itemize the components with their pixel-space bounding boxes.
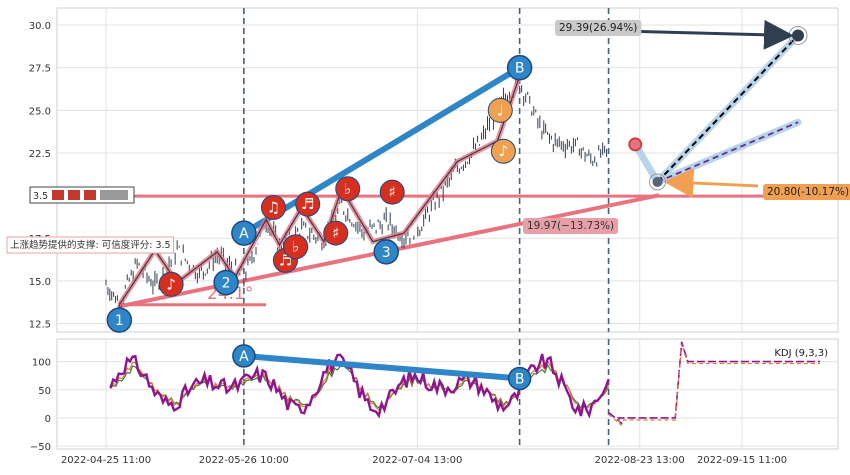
- projection-target-dash: [656, 34, 799, 183]
- price-panel: 12.515.017.522.525.027.530.0: [29, 7, 839, 333]
- kdj-ytick-label: 50: [38, 386, 51, 397]
- music-marker: ♯: [379, 179, 405, 205]
- wave-label-A: A: [231, 220, 257, 246]
- x-date-label: 2022-09-15 11:00: [697, 455, 787, 466]
- wave-label-3: 3: [373, 239, 399, 265]
- wave-circle-text: B: [515, 61, 525, 77]
- wave-circle-text: A: [239, 226, 249, 242]
- wave-circle: [213, 269, 239, 296]
- target-arrow: [639, 19, 794, 50]
- price-ytick-label: 25.0: [29, 106, 51, 117]
- wave-circle: [506, 54, 533, 81]
- lower-target-label: 20.80(-10.17%): [763, 184, 850, 200]
- music-marker-circle: [260, 195, 286, 221]
- support-value-label-text: 19.97(−13.73%): [527, 220, 614, 232]
- left-level-swatch: [52, 190, 64, 200]
- kdj-ytick-label: 0: [45, 414, 51, 425]
- projection-mid-point: [652, 176, 663, 187]
- wave-label-2: 2: [213, 269, 239, 296]
- music-marker: ♭: [283, 234, 309, 260]
- wave-circle: [507, 366, 532, 391]
- left-support-box: [6, 236, 175, 254]
- kdj-trendline: [240, 352, 523, 382]
- upper-target-label: 29.39(26.94%): [555, 20, 642, 36]
- music-marker-symbol: ♫: [267, 199, 280, 217]
- wave-label-A: A: [232, 344, 256, 368]
- music-marker: ♬: [295, 191, 321, 217]
- support-value-label-box: [523, 218, 619, 234]
- support-value-label: 19.97(−13.73%): [523, 218, 619, 234]
- wave-circle: [106, 307, 133, 333]
- upper-target-label-text: 29.39(26.94%): [559, 22, 637, 34]
- annotation-overlay: 29.39(26.94%) 20.80(-10.17%) 19.97(−13.73%…: [6, 19, 850, 333]
- kdj-ytick-label: 100: [32, 358, 51, 369]
- x-date-label: 2022-08-23 13:00: [595, 455, 685, 466]
- wave-label-B: B: [507, 366, 532, 391]
- upper-target-label-box: [555, 20, 642, 36]
- lower-target-arrow: [663, 168, 759, 199]
- kdj-forecast-k: [608, 343, 820, 427]
- left-level-text: 3.5: [33, 191, 48, 202]
- music-marker: ♩: [487, 97, 513, 123]
- music-marker-circle: [335, 176, 361, 202]
- projection-leg-down: [631, 140, 661, 186]
- music-marker-circle: [379, 179, 405, 205]
- projection-target-point: [792, 29, 804, 42]
- wave-circle: [232, 344, 256, 368]
- wave-circle: [373, 239, 399, 265]
- music-marker: ♯: [323, 220, 349, 246]
- kdj-ytick-label: −50: [30, 442, 51, 453]
- kdj-title: KDJ (9,3,3): [774, 348, 828, 359]
- kdj-plot-area: [56, 338, 839, 450]
- music-marker: ♪: [490, 138, 516, 164]
- music-marker-circle: [323, 220, 349, 246]
- music-marker: ♪: [158, 271, 184, 297]
- projection-start-point: [628, 137, 643, 152]
- price-ytick-label: 12.5: [29, 319, 51, 330]
- price-ytick-label: 22.5: [29, 149, 51, 160]
- music-marker-symbol: ♭: [344, 180, 351, 198]
- wave-circle-text: A: [239, 349, 249, 365]
- kdj-panel: −50 0 50 100 2022-04-25 11:00 2022-05-26 10:0…: [30, 338, 839, 466]
- lower-target-label-text: 20.80(-10.17%): [767, 186, 849, 198]
- left-level-label: 3.5: [29, 186, 135, 204]
- music-marker-symbol: ♬: [301, 195, 314, 213]
- price-ytick-label: 15.0: [29, 277, 51, 288]
- music-marker-symbol: ♪: [499, 142, 509, 160]
- lower-target-label-box: [763, 184, 850, 200]
- left-support-text: 上涨趋势提供的支撑: 可信度评分: 3.5: [10, 239, 171, 251]
- wave-circle-text: B: [515, 371, 525, 387]
- x-date-label: 2022-04-25 11:00: [61, 455, 151, 466]
- music-marker-circle: [283, 234, 309, 260]
- music-marker-circle: [158, 271, 184, 297]
- music-marker-symbol: ♯: [332, 224, 339, 242]
- wave-circle-text: 1: [115, 313, 124, 329]
- music-marker: ♫: [260, 195, 286, 221]
- price-ytick-label: 27.5: [29, 64, 51, 75]
- wave-circle: [231, 220, 257, 246]
- music-marker-symbol: ♩: [497, 101, 504, 119]
- music-marker-symbol: ♯: [389, 183, 396, 201]
- music-marker-symbol: ♪: [166, 275, 176, 293]
- x-date-label: 2022-05-26 10:00: [199, 455, 289, 466]
- x-date-label: 2022-07-04 13:00: [372, 455, 462, 466]
- music-marker-circle: [295, 191, 321, 217]
- music-marker: ♭: [335, 176, 361, 202]
- left-level-swatch: [68, 190, 80, 200]
- wave-label-B: B: [506, 54, 533, 81]
- resistance-trendline: [240, 64, 523, 237]
- wave-circle-text: 2: [222, 276, 231, 292]
- music-marker-circle: [490, 138, 516, 164]
- music-marker-symbol: ♭: [292, 238, 299, 256]
- wave-circle-text: 3: [382, 245, 391, 261]
- wave-label-1: 1: [106, 307, 133, 333]
- left-level-swatch: [100, 190, 128, 200]
- left-support-label: 上涨趋势提供的支撑: 可信度评分: 3.5: [6, 236, 175, 254]
- music-marker-circle: [487, 97, 513, 123]
- left-level-swatch: [84, 190, 96, 200]
- price-ytick-label: 30.0: [29, 21, 51, 32]
